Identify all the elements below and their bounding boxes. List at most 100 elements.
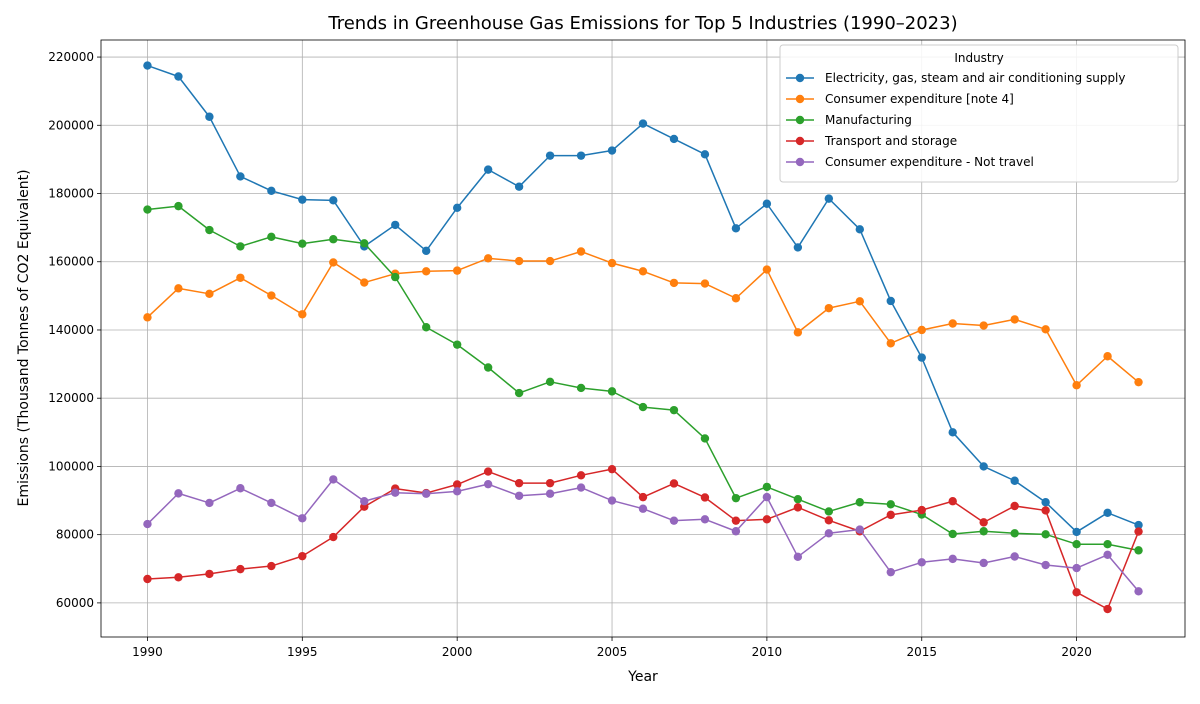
- data-point: [793, 243, 803, 252]
- data-point: [669, 479, 679, 488]
- legend: Industry Electricity, gas, steam and air …: [779, 44, 1179, 183]
- data-point: [576, 471, 586, 480]
- data-point: [855, 525, 864, 534]
- data-point: [1103, 508, 1112, 518]
- data-point: [917, 353, 926, 362]
- data-point: [1010, 476, 1019, 485]
- data-point: [1010, 529, 1019, 538]
- data-point: [452, 203, 462, 213]
- data-point: [205, 112, 214, 121]
- legend-box: [779, 44, 1179, 183]
- data-point: [886, 296, 895, 306]
- data-point: [514, 256, 524, 266]
- data-point: [452, 480, 462, 489]
- data-point: [762, 265, 772, 274]
- data-point: [793, 494, 803, 504]
- axes: 1990 1995 2000 2005 2010 2015 2020 60000 80000 10…: [48, 39, 1186, 659]
- data-point: [607, 464, 617, 474]
- data-point: [1134, 587, 1143, 596]
- data-point: [824, 194, 834, 203]
- y-tick-label: 160000: [48, 255, 94, 269]
- y-axis-title: Emissions (Thousand Tonnes of CO2 Equiva…: [16, 169, 32, 506]
- data-point: [422, 246, 431, 256]
- data-point: [731, 294, 741, 303]
- data-point: [1103, 604, 1112, 614]
- data-point: [1134, 520, 1143, 530]
- legend-label: Consumer expenditure [note 4]: [825, 92, 1014, 106]
- data-point: [329, 475, 338, 484]
- data-point: [979, 558, 988, 568]
- data-point: [329, 235, 338, 244]
- data-point: [1103, 540, 1112, 549]
- data-point: [267, 498, 276, 508]
- series-line: [147, 468, 1140, 610]
- data-point: [545, 377, 555, 387]
- data-point: [1134, 546, 1143, 555]
- data-point: [298, 195, 307, 204]
- chart-title: Trends in Greenhouse Gas Emissions for T…: [327, 13, 957, 34]
- legend-label: Consumer expenditure - Not travel: [825, 155, 1034, 169]
- data-point: [793, 328, 803, 337]
- data-point: [422, 323, 431, 332]
- data-point: [1103, 352, 1112, 361]
- legend-swatch-marker: [795, 94, 805, 104]
- data-point: [700, 434, 710, 443]
- data-point: [514, 478, 524, 488]
- data-point: [1010, 315, 1019, 324]
- data-point: [1072, 381, 1081, 390]
- data-point: [174, 72, 183, 81]
- data-point: [762, 482, 772, 492]
- data-point: [576, 383, 586, 393]
- data-point: [298, 514, 307, 523]
- data-point: [948, 428, 957, 437]
- data-point: [948, 319, 957, 328]
- x-tick-label: 1995: [287, 645, 318, 659]
- data-point: [576, 483, 586, 492]
- data-point: [731, 224, 741, 233]
- legend-label: Electricity, gas, steam and air conditio…: [825, 71, 1126, 85]
- data-point: [948, 529, 957, 539]
- data-point: [638, 119, 648, 128]
- data-point: [360, 278, 369, 287]
- data-point: [143, 61, 152, 70]
- data-point: [855, 498, 864, 507]
- data-point: [452, 340, 462, 349]
- data-point: [1041, 560, 1050, 570]
- data-point: [483, 254, 493, 263]
- legend-swatch-marker: [795, 157, 805, 167]
- data-point: [483, 479, 493, 489]
- data-point: [917, 325, 926, 335]
- data-point: [205, 498, 214, 508]
- data-point: [360, 497, 369, 506]
- data-point: [1041, 325, 1050, 334]
- data-point: [638, 492, 648, 502]
- data-point: [700, 279, 710, 288]
- data-point: [236, 172, 245, 181]
- data-point: [143, 519, 152, 529]
- data-point: [824, 516, 834, 525]
- y-tick-label: 180000: [48, 187, 94, 201]
- data-point: [700, 150, 710, 159]
- data-point: [545, 256, 555, 266]
- data-point: [514, 388, 524, 398]
- data-point: [298, 551, 307, 561]
- data-point: [452, 266, 462, 275]
- plot-frame: [100, 39, 1186, 638]
- data-point: [979, 462, 988, 471]
- y-tick-label: 60000: [56, 596, 94, 610]
- data-point: [514, 491, 524, 500]
- data-point: [1041, 506, 1050, 515]
- data-point: [979, 518, 988, 527]
- data-point: [267, 291, 276, 300]
- data-point: [886, 567, 895, 577]
- x-tick-label: 2010: [752, 645, 783, 659]
- data-point: [638, 504, 648, 513]
- legend-item: Manufacturing: [786, 113, 912, 127]
- data-point: [886, 339, 895, 348]
- data-point: [205, 225, 214, 235]
- data-point: [824, 303, 834, 313]
- data-point: [298, 310, 307, 319]
- data-point: [1072, 588, 1081, 597]
